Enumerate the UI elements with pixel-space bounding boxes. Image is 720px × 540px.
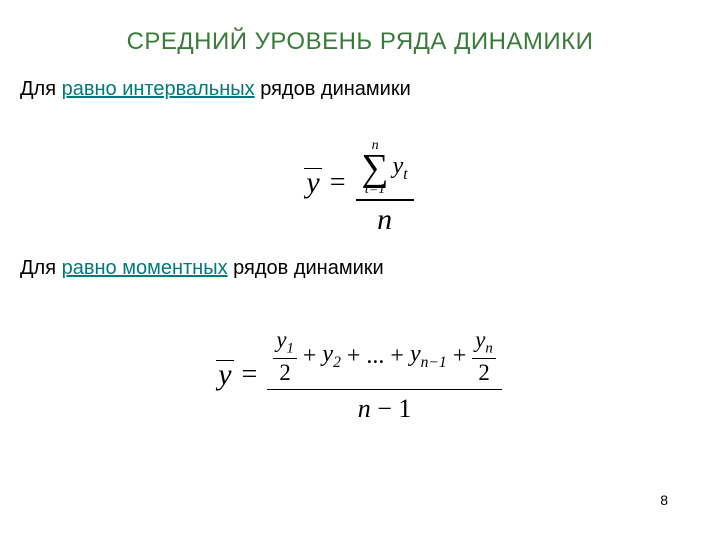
equals-sign: = [240, 359, 260, 391]
sum-term: yt [393, 153, 408, 184]
text-line-2-prefix: Для [20, 257, 62, 279]
plus-sign: + [303, 343, 317, 370]
term-y2: y2 [322, 341, 340, 372]
formula-2-lhs-symbol: y [218, 358, 231, 391]
formula-1-lhs: y [306, 166, 319, 200]
formula-2-denom: n − 1 [352, 390, 418, 426]
dots: + ... + [347, 343, 404, 370]
text-line-2: Для равно моментных рядов динамики [0, 257, 720, 280]
slide-title: СРЕДНИЙ УРОВЕНЬ РЯДА ДИНАМИКИ [0, 0, 720, 56]
term-yn-1: yn−1 [410, 341, 447, 372]
formula-2: y = y1 2 + y2 + ... + yn−1 + yn [0, 324, 720, 426]
text-line-1-suffix: рядов динамики [255, 78, 411, 100]
equals-sign: = [328, 167, 348, 199]
text-line-2-suffix: рядов динамики [228, 257, 384, 279]
text-line-1-link: равно интервальных [62, 78, 255, 100]
text-line-2-link: равно моментных [62, 257, 228, 279]
plus-sign: + [453, 343, 467, 370]
formula-1-lhs-symbol: y [306, 166, 319, 199]
overbar-icon [216, 360, 234, 362]
formula-1: y = n ∑ t=1 yt n [0, 127, 720, 239]
page-number: 8 [660, 492, 668, 508]
summation-icon: n ∑ t=1 [362, 139, 389, 197]
formula-2-fraction: y1 2 + y2 + ... + yn−1 + yn 2 [267, 324, 501, 426]
overbar-icon [304, 168, 322, 170]
formula-2-lhs: y [218, 358, 231, 392]
text-line-1: Для равно интервальных рядов динамики [0, 78, 720, 101]
formula-1-denom: n [371, 201, 398, 239]
text-line-1-prefix: Для [20, 78, 62, 100]
term-y1-over-2: y1 2 [273, 326, 297, 387]
formula-1-fraction: n ∑ t=1 yt n [356, 127, 414, 239]
term-yn-over-2: yn 2 [472, 326, 496, 387]
sum-lower: t=1 [365, 183, 385, 197]
